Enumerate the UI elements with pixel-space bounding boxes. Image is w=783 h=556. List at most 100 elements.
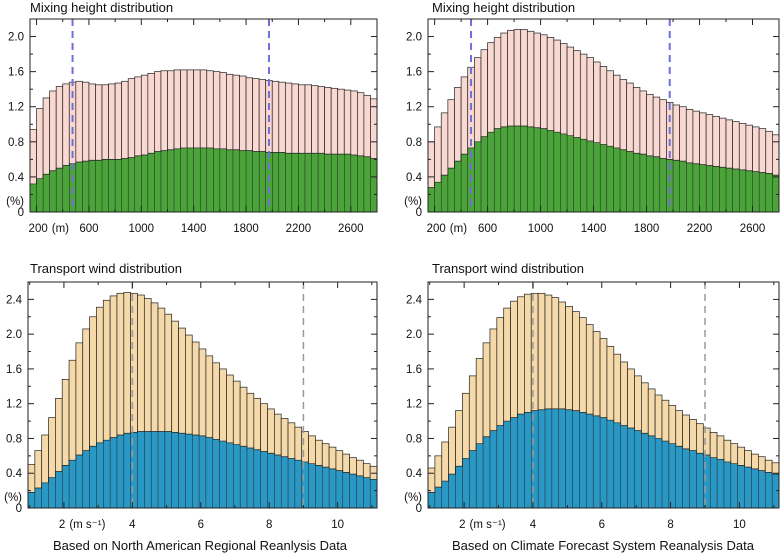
bar-subset [178,433,186,508]
bar-subset [185,434,193,508]
bar-subset [370,479,377,508]
bar-subset [476,443,484,508]
bar-subset [96,442,104,508]
bar-subset [56,168,63,212]
bar-subset [180,147,188,212]
bar-subset [260,451,268,508]
bar-subset [517,414,525,508]
bar-subset [606,146,614,212]
bar-subset [586,414,594,508]
bar-subset [496,425,504,508]
x-tick-label: 8 [667,519,673,531]
bar-subset [34,488,42,508]
bar-subset [115,159,122,212]
bar-subset [232,149,240,212]
bar-subset [160,150,168,212]
subset-outline [428,408,779,493]
bar-subset [480,136,488,212]
y-tick-label: 0.4 [8,172,25,184]
y-tick-label: 0.4 [406,468,423,480]
bar-subset [187,147,194,212]
bar-subset [134,155,142,212]
plot-frame [427,18,780,213]
bar-subset [641,433,649,508]
bar-subset [494,128,501,212]
bar-subset [259,151,266,212]
bar-subset [751,468,759,508]
bar-subset [719,167,727,212]
bar-subset [620,425,628,508]
bar-subset [593,415,601,508]
y-tick-label: 2.4 [406,294,423,306]
bar-subset [350,154,358,212]
bar-subset [772,175,779,212]
bar-subset [703,454,711,508]
bar-subset [434,487,442,508]
plot-frame [427,281,780,509]
bar-subset [514,126,521,212]
bar-subset [538,409,545,508]
bar-subset [363,477,371,508]
y-tick-label: 2.4 [6,294,23,306]
bar-subset [141,154,148,212]
bar-subset [428,187,435,212]
bar-subset [82,161,89,212]
bar-subset [428,492,435,508]
bar-subset [278,152,286,212]
panel-title: Transport wind distribution [432,261,584,276]
x-tick-label: 200 (m) [427,223,468,235]
bar-subset [55,471,63,508]
bar-subset [752,171,760,212]
bar-subset [294,460,302,508]
bar-subset [758,470,766,508]
bar-subset [655,438,662,508]
x-tick-value: 200 [427,223,446,235]
bar-subset [441,481,449,508]
bar-subset [116,434,124,508]
x-unit-label: (m s⁻¹) [69,519,105,531]
bar-subset [503,421,511,508]
panel-title: Transport wind distribution [30,261,182,276]
bar-subset [500,126,508,212]
bar-subset [745,170,753,212]
panel-4: Transport wind distribution 0 0.4 0.8 1.2 1.6… [404,261,780,553]
bar-subset [43,174,50,212]
bar-subset [469,450,477,508]
y-tick-label: 0 [416,207,422,219]
x-tick-label: 2600 [740,223,766,235]
bar-subset [62,165,70,212]
bar-subset [298,153,305,212]
bar-subset [49,170,57,212]
bar-subset [447,168,455,212]
bar-subset [483,436,490,508]
x-tick-label: 2 (m s⁻¹) [459,519,506,531]
bar-subset [606,420,614,508]
x-tick-label: 10 [331,519,344,531]
bar-subset [212,439,220,508]
x-tick-value: 200 [29,223,48,235]
bar-subset [633,153,640,212]
bar-subset [331,154,338,212]
y-tick-label: 1.2 [406,102,422,114]
bar-subset [103,440,111,508]
bar-subset [356,475,364,508]
bar-subset [349,474,357,508]
bar-subset [613,422,621,508]
bar-subset [533,127,541,212]
x-tick-value: 2 [59,519,65,531]
bar-subset [370,158,377,212]
bar-subset [434,182,442,212]
plot-frame [27,281,378,509]
bar-subset [123,433,131,508]
x-tick-label: 2 (m s⁻¹) [59,519,106,531]
bar-subset [706,165,713,212]
bar-subset [699,164,707,212]
bar-subset [692,163,700,212]
panel-title: Mixing height distribution [30,0,173,15]
bar-subset [627,428,635,508]
bar-subset [304,153,312,212]
x-tick-label: 1000 [528,223,554,235]
y-tick-label: 2.0 [6,329,22,341]
x-tick-label: 6 [198,519,204,531]
